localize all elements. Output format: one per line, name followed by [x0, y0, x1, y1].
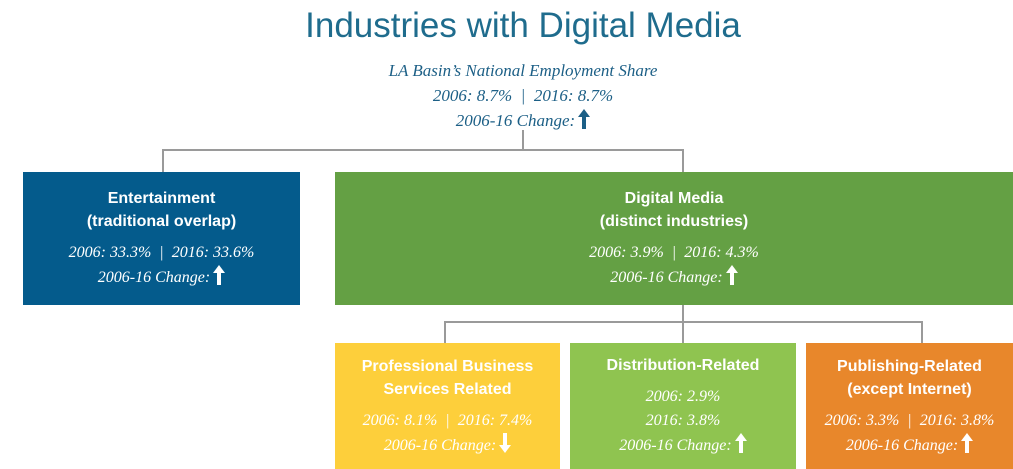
change-line: 2006-16 Change: [383, 432, 512, 458]
connector [444, 305, 923, 343]
node-line: 2006: 8.1% | 2016: 7.4% [362, 411, 533, 429]
arrow-up [725, 265, 738, 285]
change-line: 2006-16 Change: [97, 265, 226, 290]
node-heading: Digital Media [624, 190, 724, 207]
node-heading: Distribution-Related [606, 357, 760, 374]
node-box: Digital Media (distinct industries) 2006: … [335, 172, 1013, 305]
arrow-up [213, 265, 226, 285]
change-label: 2006-16 Change: [619, 437, 732, 454]
change-label: 2006-16 Change: [455, 111, 576, 130]
node-heading: Services Related [383, 380, 512, 398]
node-line: 2006: 2.9% [645, 388, 721, 405]
node-heading: (distinct industries) [599, 213, 749, 230]
node-heading: Entertainment [107, 190, 216, 207]
node-box: Publishing-Related (except Internet) 2006:… [806, 343, 1013, 469]
arrow-down [499, 432, 512, 453]
change-line: 2006-16 Change: [619, 433, 747, 458]
root-line: 2006: 8.7% | 2016: 8.7% [432, 86, 614, 105]
node-line: 2006: 3.9% | 2016: 4.3% [589, 244, 759, 261]
change-label: 2006-16 Change: [97, 269, 211, 286]
connector [162, 130, 684, 172]
change-label: 2006-16 Change: [610, 269, 723, 286]
change-line: 2006-16 Change: [610, 265, 738, 290]
change-line: 2006-16 Change: [323, 108, 723, 133]
arrow-up [961, 432, 974, 453]
arrow-up [734, 433, 747, 453]
node-box: Entertainment (traditional overlap) 2006: … [23, 172, 300, 305]
arrow-up [578, 109, 591, 129]
node-box: Distribution-Related 2006: 2.9% 2016: 3.8%… [570, 343, 796, 469]
node-line: 2006: 3.3% | 2016: 3.8% [824, 411, 995, 429]
change-line: 2006-16 Change: [845, 432, 974, 458]
node-heading: Publishing-Related [837, 357, 982, 375]
root-line: LA Basin’s National Employment Share [388, 61, 658, 80]
node-line: 2006: 33.3% | 2016: 33.6% [68, 244, 255, 261]
root-info: LA Basin’s National Employment Share 2006… [323, 58, 723, 133]
change-label: 2006-16 Change: [845, 436, 959, 454]
change-label: 2006-16 Change: [383, 436, 497, 454]
node-box: Professional Business Services Related 200… [335, 343, 560, 469]
node-line: 2016: 3.8% [645, 412, 721, 429]
node-heading: Professional Business [361, 357, 534, 375]
node-heading: (except Internet) [847, 380, 972, 398]
node-heading: (traditional overlap) [86, 213, 237, 230]
title: Industries with Digital Media [305, 6, 741, 45]
